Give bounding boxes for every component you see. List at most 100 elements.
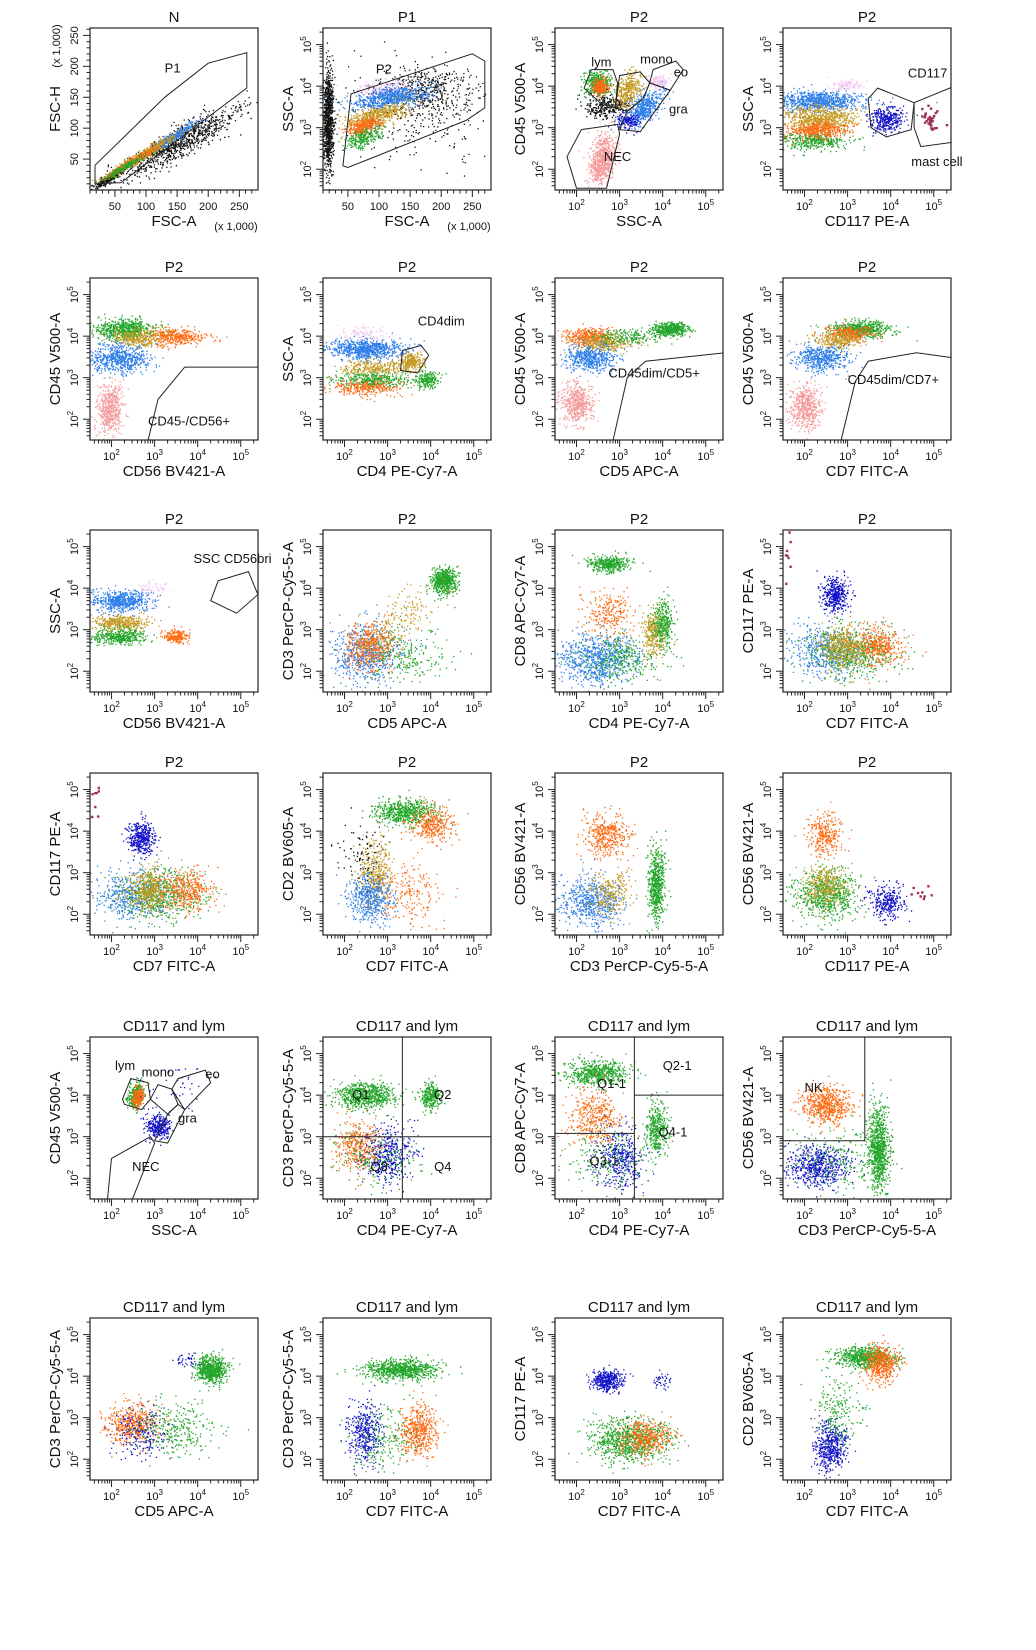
x-tick-label: 102 xyxy=(103,1207,120,1222)
x-axis-label: CD7 FITC-A xyxy=(598,1503,681,1520)
gate-cd45dim-cd5-[interactable] xyxy=(612,352,726,441)
plot-frame xyxy=(782,772,952,936)
x-tick-label: 104 xyxy=(654,1488,671,1503)
x-tick-label: 102 xyxy=(796,1488,813,1503)
gate-ssc-cd56bri[interactable] xyxy=(210,570,258,614)
x-axis-label: CD3 PerCP-Cy5-5-A xyxy=(798,1222,936,1239)
plot-title: P2 xyxy=(858,9,876,26)
x-axis-label: CD56 BV421-A xyxy=(123,463,226,480)
cell-cluster-green xyxy=(336,1354,463,1386)
x-tick-label: 50 xyxy=(109,201,121,213)
gate-nec[interactable] xyxy=(566,123,621,189)
y-tick-label: 104 xyxy=(759,1086,774,1103)
plot-title: CD117 and lym xyxy=(588,1018,690,1035)
gate-nec[interactable] xyxy=(106,1136,156,1200)
y-tick-label: 104 xyxy=(531,1367,546,1384)
y-tick-label: 103 xyxy=(759,1128,774,1145)
x-tick-label: 102 xyxy=(568,943,585,958)
x-tick-label: 104 xyxy=(422,1488,439,1503)
y-tick-label: 102 xyxy=(759,410,774,427)
y-tick-label: 103 xyxy=(299,1409,314,1426)
y-axis-label: CD3 PerCP-Cy5-5-A xyxy=(280,1049,297,1187)
quadrant-label: Q1 xyxy=(352,1087,369,1102)
y-tick-label: 102 xyxy=(759,905,774,922)
scatter-plot-panel: CD45-/CD56+ 102 103 104 105 102 103 104 105 P2 CD5… xyxy=(30,253,280,488)
gate-mono[interactable] xyxy=(149,1083,179,1115)
x-tick-label: 103 xyxy=(379,700,396,715)
scatter-plot: 102 103 104 105 102 103 104 105 P2 CD7 FITC-A CD2 … xyxy=(280,754,492,975)
gate-label: lym xyxy=(591,54,611,69)
x-axis: 102 103 104 105 xyxy=(558,440,720,463)
cell-cluster-orange xyxy=(156,625,191,645)
x-axis-unit: (x 1,000) xyxy=(214,221,257,233)
x-axis-label: CD7 FITC-A xyxy=(366,1503,449,1520)
cell-cluster-darkblue xyxy=(810,1415,857,1479)
cell-cluster-orange xyxy=(151,857,225,919)
x-axis: 102 103 104 105 xyxy=(558,1480,720,1503)
scatter-plot: 102 103 104 105 102 103 104 105 P2 CD3 PerCP-Cy5-… xyxy=(512,754,724,975)
y-axis-label: CD3 PerCP-Cy5-5-A xyxy=(280,542,297,680)
y-tick-label: 103 xyxy=(66,1128,81,1145)
y-axis-label: CD3 PerCP-Cy5-5-A xyxy=(47,1330,64,1468)
x-tick-label: 200 xyxy=(432,201,450,213)
plot-title: P2 xyxy=(858,259,876,276)
gate-nk[interactable] xyxy=(774,1029,866,1142)
y-tick-label: 105 xyxy=(531,781,546,798)
scatter-plot-panel: NK 102 103 104 105 102 103 104 105 CD117 and lym C… xyxy=(723,1012,973,1247)
x-tick-label: 102 xyxy=(336,700,353,715)
cell-cluster-darkblue xyxy=(653,1369,672,1391)
y-tick-label: 102 xyxy=(299,662,314,679)
plot-frame xyxy=(782,1036,952,1200)
x-tick-label: 103 xyxy=(146,1207,163,1222)
y-tick-label: 103 xyxy=(759,1409,774,1426)
x-tick-label: 103 xyxy=(839,448,856,463)
gate-gra[interactable] xyxy=(618,82,672,133)
scatter-plot-panel: 102 103 104 105 102 103 104 105 CD117 and lym CD5… xyxy=(30,1293,280,1528)
plot-frame xyxy=(89,27,259,191)
gate-mast-cell[interactable] xyxy=(913,86,954,148)
y-tick-label: 104 xyxy=(759,822,774,839)
x-tick-label: 105 xyxy=(697,448,714,463)
y-tick-label: 105 xyxy=(759,1326,774,1343)
gate-cd4dim[interactable] xyxy=(400,344,430,374)
x-tick-label: 150 xyxy=(168,201,186,213)
x-axis-label: CD117 PE-A xyxy=(825,958,910,975)
y-axis-label: CD2 BV605-A xyxy=(740,1352,757,1446)
y-tick-label: 102 xyxy=(66,1450,81,1467)
x-axis-label: CD7 FITC-A xyxy=(366,958,449,975)
gate-p1[interactable] xyxy=(94,52,248,185)
y-tick-label: 102 xyxy=(531,1450,546,1467)
x-axis: 50 100 150 200 250 xyxy=(322,190,486,213)
scatter-plot: 102 103 104 105 102 103 104 105 CD117 and lym CD5… xyxy=(47,1299,259,1520)
y-tick-label: 103 xyxy=(299,864,314,881)
gate-gra[interactable] xyxy=(153,1103,186,1144)
x-tick-label: 105 xyxy=(697,1207,714,1222)
x-axis-label: CD4 PE-Cy7-A xyxy=(589,1222,690,1239)
cell-cluster-green xyxy=(555,1052,647,1094)
gate-p2[interactable] xyxy=(342,53,486,169)
x-axis: 102 103 104 105 xyxy=(786,440,948,463)
scatter-plot: CD4dim 102 103 104 105 102 103 104 105 P2 CD4 PE-C… xyxy=(280,259,492,480)
x-tick-label: 104 xyxy=(654,198,671,213)
y-tick-label: 105 xyxy=(299,1045,314,1062)
y-axis-label: CD56 BV421-A xyxy=(512,803,529,906)
cell-cluster-maroon xyxy=(90,786,100,819)
x-axis: 50 100 150 200 250 xyxy=(89,190,253,213)
scatter-plot-panel: SSC CD56bri 102 103 104 105 102 103 104 105 P2 CD5… xyxy=(30,505,280,740)
cell-cluster-maroon xyxy=(910,885,933,901)
plot-frame xyxy=(322,772,492,936)
x-axis-label: CD7 FITC-A xyxy=(826,1503,909,1520)
plot-frame xyxy=(89,277,259,441)
cell-cluster-green xyxy=(785,860,876,934)
gate-cd45dim-cd7-[interactable] xyxy=(840,352,954,441)
plot-frame xyxy=(89,772,259,936)
gate-lym[interactable] xyxy=(583,69,619,109)
x-axis-label: CD5 APC-A xyxy=(134,1503,213,1520)
y-axis: 102 103 104 105 xyxy=(299,1040,323,1196)
gate-eo[interactable] xyxy=(171,1069,212,1111)
cell-cluster-gold xyxy=(795,859,860,919)
gate-cd45-cd56-[interactable] xyxy=(147,366,267,441)
gate-label: P1 xyxy=(165,61,181,76)
cell-cluster-green xyxy=(333,607,473,688)
cell-cluster-green xyxy=(93,150,157,188)
